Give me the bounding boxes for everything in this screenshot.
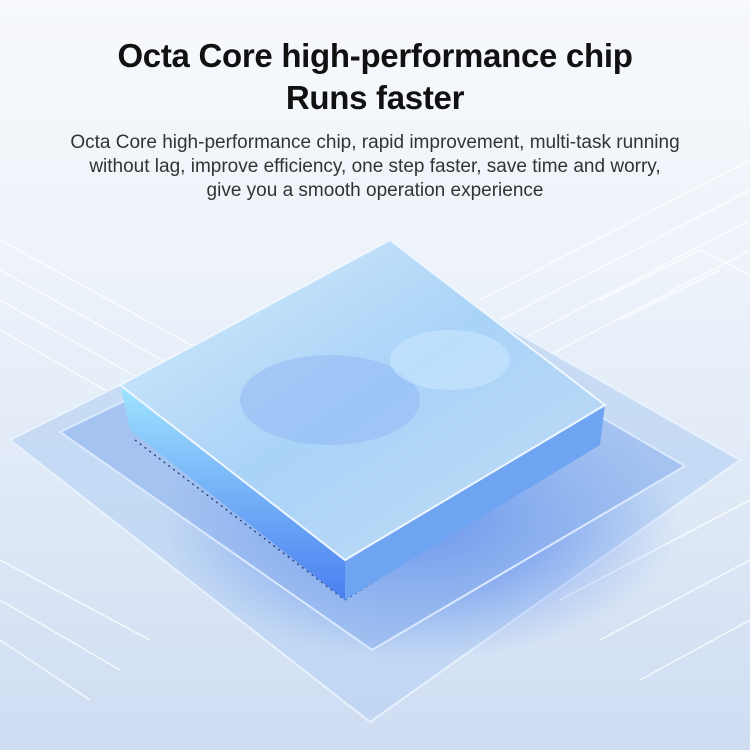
description-line: Octa Core high-performance chip, rapid i… xyxy=(70,132,680,153)
description-line: give you a smooth operation experience xyxy=(206,180,544,201)
headline: Octa Core high-performance chip xyxy=(117,37,633,74)
description: Octa Core high-performance chip, rapid i… xyxy=(40,131,710,203)
die-side-right xyxy=(345,405,605,600)
circuit-traces xyxy=(0,159,750,701)
subheadline: Runs faster xyxy=(285,79,465,116)
die-side-left xyxy=(120,385,345,600)
description-line: without lag, improve efficiency, one ste… xyxy=(89,156,661,177)
